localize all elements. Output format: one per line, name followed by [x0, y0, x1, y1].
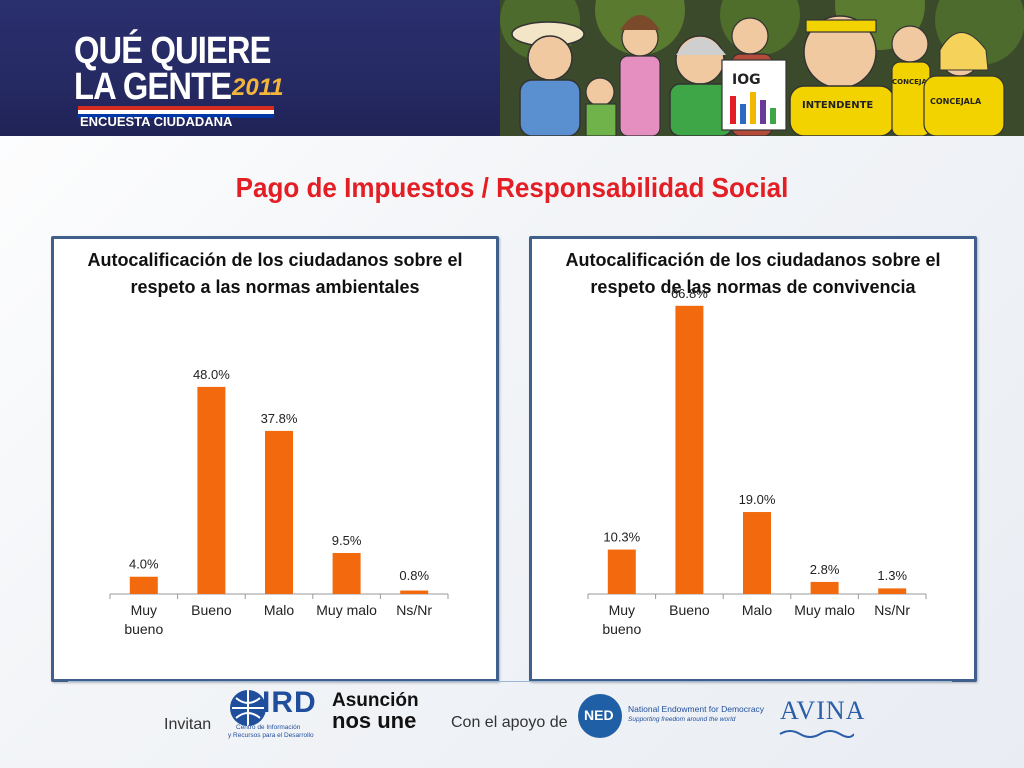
chart-title-ambientales: Autocalificación de los ciudadanos sobre…: [87, 250, 463, 297]
logo-subtitle: ENCUESTA CIUDADANA: [80, 114, 233, 129]
que-quiere-la-gente-logo: QUÉ QUIERE LA GENTE 2011 ENCUESTA CIUDAD…: [72, 28, 312, 133]
ned-name: National Endowment for Democracy: [628, 704, 765, 714]
footer-sponsors: Invitan IRD Centro de Información y Recu…: [0, 682, 1024, 768]
ird-logo: IRD Centro de Información y Recursos par…: [228, 686, 318, 742]
bar: [675, 305, 704, 594]
bar: [129, 576, 158, 594]
asuncion-top: Asunción: [332, 690, 419, 711]
ned-circle-icon: [578, 694, 622, 738]
data-label: 66.8%: [671, 286, 708, 301]
category-label: bueno: [602, 621, 641, 637]
data-label: 9.5%: [332, 533, 362, 548]
data-label: 0.8%: [399, 568, 429, 583]
logo-line1: QUÉ QUIERE: [74, 30, 271, 72]
concejala-sign: CONCEJALA: [930, 97, 982, 106]
iog-sign: IOG: [732, 72, 761, 88]
ned-tagline: Supporting freedom around the world: [628, 716, 736, 723]
ned-logo: NED National Endowment for Democracy Sup…: [578, 694, 768, 740]
bar: [878, 588, 907, 594]
category-label: Bueno: [191, 602, 232, 618]
ird-sub2: y Recursos para el Desarrollo: [228, 732, 314, 739]
concejales-sign: CONCEJALES: [892, 78, 941, 86]
bar-chart-ambientales: 4.0% Muy bueno 48.0% Bueno 37.8% Malo 9.5% Muy m…: [109, 367, 449, 637]
slide-title: Pago de Impuestos / Responsabilidad Soci…: [235, 172, 789, 203]
ned-abbrev: NED: [584, 707, 614, 723]
bar: [197, 386, 226, 594]
intendente-sign: INTENDENTE: [802, 100, 873, 111]
category-label: Muy: [609, 602, 635, 618]
header-banner: QUÉ QUIERE LA GENTE 2011 ENCUESTA CIUDAD…: [0, 0, 1024, 136]
bar-chart-convivencia: 10.3% Muy bueno 66.8% Bueno 19.0% Malo 2.8% Muy …: [587, 286, 927, 637]
ird-sub1: Centro de Información: [236, 724, 301, 731]
ird-name: IRD: [262, 686, 317, 719]
avina-name: AVINA: [780, 696, 866, 725]
category-label: Muy: [131, 602, 157, 618]
apoyo-label: Con el apoyo de: [451, 714, 568, 731]
data-label: 37.8%: [261, 411, 298, 426]
invitan-label: Invitan: [164, 716, 212, 733]
logo-line2: LA GENTE: [74, 66, 232, 108]
paraguay-flag-stripes: [78, 106, 274, 120]
bar: [265, 430, 293, 594]
data-label: 19.0%: [739, 492, 776, 507]
data-label: 10.3%: [603, 530, 640, 545]
chart-title-convivencia: Autocalificación de los ciudadanos sobre…: [565, 250, 941, 297]
bar: [400, 590, 429, 594]
category-label: Muy malo: [794, 602, 855, 618]
category-label: Ns/Nr: [396, 602, 432, 618]
bar: [810, 581, 839, 594]
bar: [332, 553, 361, 594]
footer-divider: [68, 681, 952, 682]
bar: [743, 512, 771, 594]
chart-panel-ambientales: Autocalificación de los ciudadanos sobre…: [51, 236, 499, 682]
bar: [607, 549, 636, 594]
category-label: Malo: [264, 602, 295, 618]
chart-panel-convivencia: Autocalificación de los ciudadanos sobre…: [529, 236, 977, 682]
category-label: bueno: [124, 621, 163, 637]
category-label: Malo: [742, 602, 773, 618]
logo-year: 2011: [232, 74, 284, 101]
data-label: 4.0%: [129, 557, 159, 572]
data-label: 48.0%: [193, 367, 230, 382]
crowd-cartoon-illustration: IOG INTENDENTE CONCEJALES CONCEJALA: [500, 0, 1024, 136]
category-label: Bueno: [669, 602, 710, 618]
avina-logo: AVINA: [778, 692, 864, 742]
category-label: Ns/Nr: [874, 602, 910, 618]
asuncion-nos-une-logo: Asunción nos une: [332, 690, 422, 740]
avina-wave-icon: [779, 730, 854, 738]
ird-globe-icon: [230, 690, 266, 726]
data-label: 2.8%: [810, 562, 840, 577]
category-label: Muy malo: [316, 602, 377, 618]
data-label: 1.3%: [877, 568, 907, 583]
asuncion-bottom: nos une: [332, 708, 417, 733]
